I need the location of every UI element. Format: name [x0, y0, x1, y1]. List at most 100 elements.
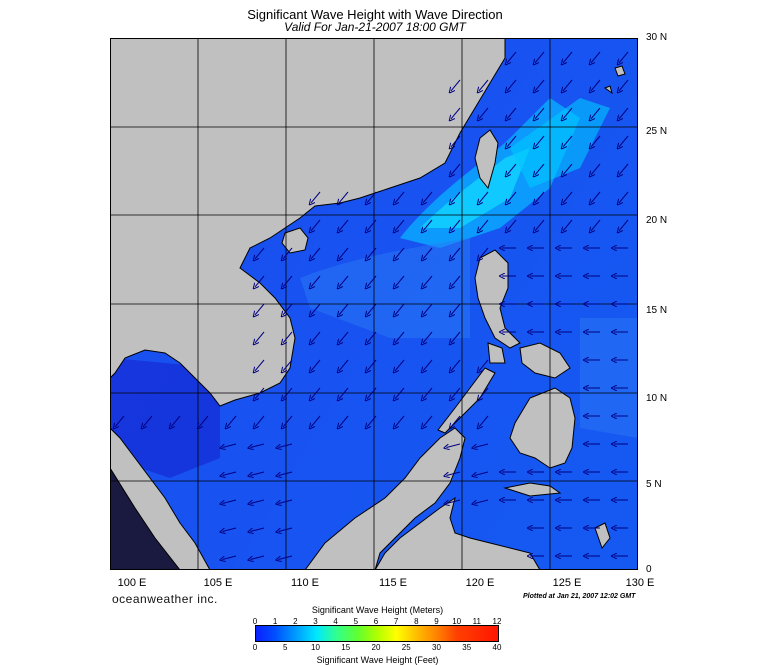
wave-arrow	[535, 135, 545, 147]
east-pacific-zone	[580, 318, 638, 438]
wave-arrow	[311, 191, 321, 203]
wave-direction-arrows	[115, 51, 629, 559]
colorbar-meter-tick: 3	[313, 617, 318, 626]
wave-arrow	[283, 275, 293, 287]
high-wave-zone-luzon-strait	[510, 98, 610, 188]
wave-arrow	[199, 415, 209, 427]
lat-label-25n: 25 N	[646, 126, 668, 137]
wave-arrow	[479, 415, 489, 427]
colorbar-meter-tick: 6	[373, 617, 379, 626]
wave-arrow	[535, 79, 545, 91]
colorbar-meter-tick: 8	[414, 617, 419, 626]
wave-arrow	[283, 331, 293, 343]
wave-arrow	[143, 415, 153, 427]
colorbar-feet-tick: 10	[311, 643, 320, 652]
wave-arrow	[367, 359, 377, 371]
wave-arrow	[451, 135, 461, 147]
wave-arrow	[451, 415, 461, 427]
colorbar-meter-tick: 1	[272, 617, 278, 626]
wave-arrow	[479, 219, 489, 231]
wave-arrow	[563, 219, 573, 231]
wave-arrow	[278, 499, 293, 503]
wave-arrow	[255, 275, 265, 287]
wave-arrow	[423, 275, 433, 287]
wave-arrow	[250, 555, 265, 559]
colorbar-feet-tick: 30	[432, 643, 441, 652]
wave-arrow	[423, 387, 433, 399]
wave-arrow	[591, 79, 601, 91]
wave-arrow	[535, 191, 545, 203]
wave-arrow	[395, 415, 405, 427]
wave-arrow	[451, 163, 461, 175]
colorbar-feet-tick: 5	[283, 643, 288, 652]
wave-arrow	[222, 555, 237, 559]
wave-arrow	[115, 415, 125, 427]
plotted-timestamp: Plotted at Jan 21, 2007 12:02 GMT	[523, 593, 636, 600]
wave-arrow	[619, 107, 629, 119]
wave-arrow	[446, 499, 461, 503]
wave-arrow	[535, 51, 545, 63]
wave-arrow	[591, 135, 601, 147]
map-frame	[110, 38, 638, 570]
wave-arrow	[563, 107, 573, 119]
wave-arrow	[474, 499, 489, 503]
wave-arrow	[311, 219, 321, 231]
wave-arrow	[311, 303, 321, 315]
wave-arrow	[339, 247, 349, 259]
land-borneo	[304, 427, 466, 570]
wave-arrow	[367, 191, 377, 203]
wave-arrow	[535, 107, 545, 119]
colorbar-feet-tick: 0	[252, 643, 258, 652]
wave-arrow	[283, 303, 293, 315]
land-borneo-east	[374, 496, 541, 570]
wave-arrow	[250, 499, 265, 503]
wave-arrow	[311, 415, 321, 427]
wave-arrow	[395, 219, 405, 231]
high-wave-zone-core	[420, 148, 530, 228]
wave-arrow	[507, 191, 517, 203]
map-subtitle: Valid For Jan-21-2007 18:00 GMT	[284, 20, 466, 34]
lat-label-20n: 20 N	[646, 215, 668, 226]
wave-arrow	[479, 247, 489, 259]
wave-arrow	[423, 303, 433, 315]
wave-arrow	[451, 331, 461, 343]
wave-arrow	[395, 359, 405, 371]
land-palawan	[437, 367, 496, 434]
wave-arrow	[507, 107, 517, 119]
wave-arrow	[451, 247, 461, 259]
colorbar-meter-tick: 12	[492, 617, 502, 626]
lon-label-100e: 100 E	[117, 577, 147, 589]
wave-arrow	[591, 191, 601, 203]
wave-arrow	[227, 415, 237, 427]
colorbar-meter-tick: 0	[252, 617, 258, 626]
wave-arrow	[255, 303, 265, 315]
wave-arrow	[507, 219, 517, 231]
wave-arrow	[563, 163, 573, 175]
wave-arrow	[311, 359, 321, 371]
lat-label-0: 0	[646, 564, 652, 575]
wave-arrow	[619, 219, 629, 231]
wave-arrow	[283, 415, 293, 427]
wave-arrow	[222, 443, 237, 447]
wave-arrow	[250, 471, 265, 475]
colorbar-feet-tick: 25	[401, 643, 411, 652]
colorbar-feet-tick: 20	[371, 643, 381, 652]
wave-arrow	[591, 219, 601, 231]
wave-arrow	[423, 219, 433, 231]
land-taiwan	[474, 129, 499, 190]
wave-arrow	[507, 163, 517, 175]
wave-arrow	[395, 387, 405, 399]
wave-arrow	[278, 471, 293, 475]
map-title: Significant Wave Height with Wave Direct…	[247, 7, 503, 22]
wave-arrow	[339, 387, 349, 399]
wave-arrow	[591, 51, 601, 63]
colorbar-feet-tick: 15	[341, 643, 351, 652]
wave-arrow	[255, 415, 265, 427]
wave-arrow	[250, 527, 265, 531]
colorbar-title-feet: Significant Wave Height (Feet)	[316, 655, 439, 665]
colorbar-feet-tick: 35	[462, 643, 472, 652]
lat-label-10n: 10 N	[646, 393, 668, 404]
wave-arrow	[339, 191, 349, 203]
wave-arrow	[451, 191, 461, 203]
wave-arrow	[535, 219, 545, 231]
